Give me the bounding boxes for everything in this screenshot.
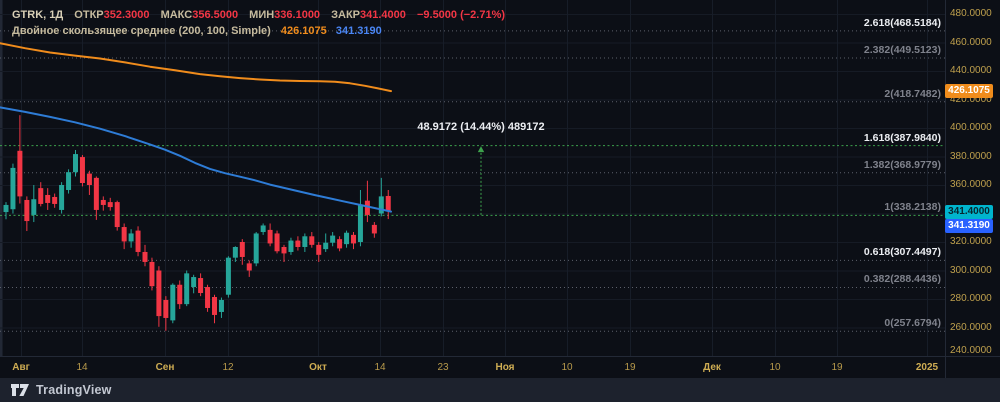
- price-axis-label: 260.0000: [950, 321, 992, 333]
- high-value: 356.5000: [192, 9, 239, 21]
- ma100-line: [0, 106, 392, 213]
- price-axis-label: 280.0000: [950, 293, 992, 304]
- grid-layer: [0, 0, 945, 357]
- change-value: −9.5000 (−2.71%): [416, 9, 506, 21]
- price-axis-label: 380.0000: [950, 150, 992, 162]
- fib-lines-layer: [0, 30, 945, 332]
- ma100-value: 341.3190: [335, 25, 382, 37]
- indicator-legend-row[interactable]: Двойное скользящее среднее (200, 100, Si…: [12, 23, 505, 39]
- price-axis-label: 480.0000: [950, 8, 992, 19]
- price-axis-label: 460.0000: [950, 36, 992, 48]
- fib-level-label: 0.382(288.4436): [863, 273, 941, 286]
- price-tag: 341.4000: [945, 205, 993, 219]
- range-annotation-text: 48.9172 (14.44%) 489172: [417, 121, 545, 134]
- price-axis-label: 420.0000: [950, 93, 992, 105]
- fib-level-label: 2.382(449.5123): [863, 43, 941, 56]
- price-axis-label: 440.0000: [950, 65, 992, 76]
- symbol-legend-row[interactable]: GTRK, 1Д ОТКР352.3000 МАКС356.5000 МИН33…: [12, 7, 505, 23]
- price-axis-label: 240.0000: [950, 345, 992, 356]
- low-value: 336.1000: [274, 9, 321, 21]
- time-axis-label: 19: [831, 362, 843, 373]
- time-axis-label: 10: [769, 362, 781, 373]
- time-axis-label: 19: [624, 362, 636, 373]
- time-axis-label: 14: [76, 362, 88, 373]
- tradingview-logo-text[interactable]: TradingView: [36, 383, 112, 397]
- symbol-title[interactable]: GTRK, 1Д: [12, 9, 64, 21]
- price-tag: 341.3190: [945, 219, 993, 233]
- time-axis-label: 2025: [915, 362, 939, 373]
- close-value: 341.4000: [360, 9, 406, 21]
- fib-level-label: 0.618(307.4497): [863, 246, 941, 259]
- time-axis-label: Авг: [12, 362, 30, 373]
- pane-edge: [0, 0, 3, 356]
- price-axis-label: 300.0000: [950, 264, 992, 276]
- ma200-line: [0, 42, 392, 93]
- open-label: ОТКР: [74, 9, 104, 21]
- time-axis-label: 12: [222, 362, 234, 373]
- close-label: ЗАКР: [331, 9, 361, 21]
- price-axis-label: 320.0000: [950, 236, 992, 247]
- fib-level-label: 2(418.7482): [884, 87, 941, 100]
- high-label: МАКС: [160, 9, 193, 21]
- fib-level-label: 0(257.6794): [884, 317, 941, 330]
- bottom-toolbar: TradingView: [0, 378, 1000, 402]
- time-axis-label: 14: [374, 362, 386, 373]
- time-axis-label: Сен: [155, 362, 175, 373]
- low-label: МИН: [249, 9, 275, 21]
- time-axis-label: 10: [561, 362, 573, 373]
- chart-legend: GTRK, 1Д ОТКР352.3000 МАКС356.5000 МИН33…: [12, 7, 505, 39]
- time-axis-label: Окт: [309, 362, 327, 373]
- time-axis-label: 23: [437, 362, 449, 373]
- indicator-name[interactable]: Двойное скользящее среднее (200, 100, Si…: [12, 25, 271, 37]
- open-value: 352.3000: [103, 9, 150, 21]
- fib-level-label: 2.618(468.5184): [863, 16, 941, 29]
- fib-level-label: 1.382(368.9779): [863, 158, 941, 171]
- tradingview-logo-icon[interactable]: [10, 383, 30, 397]
- price-tag: 426.1075: [945, 84, 993, 98]
- ma200-value: 426.1075: [280, 25, 327, 37]
- time-axis-label: Дек: [703, 362, 721, 373]
- range-arrow: [477, 146, 485, 215]
- fib-level-label: 1.618(387.9840): [863, 131, 941, 144]
- time-axis-label: Ноя: [495, 362, 515, 373]
- candles-layer: [3, 115, 391, 331]
- price-axis-label: 360.0000: [950, 179, 992, 190]
- fib-level-label: 1(338.2138): [884, 201, 941, 214]
- price-axis-label: 400.0000: [950, 122, 992, 133]
